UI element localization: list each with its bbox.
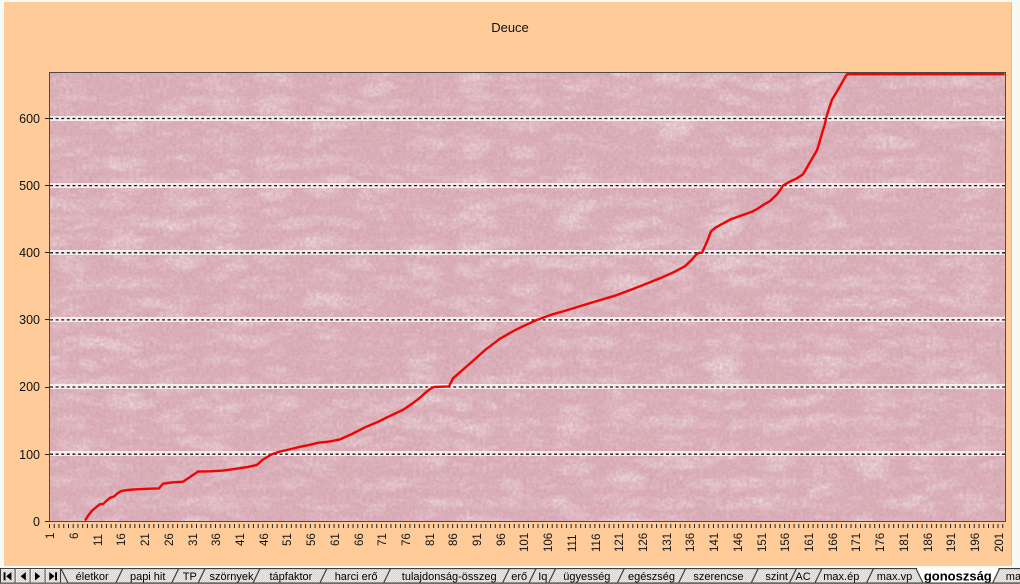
svg-text:TP: TP	[183, 571, 197, 583]
svg-text:szerencse: szerencse	[693, 571, 743, 583]
svg-text:gonoszság: gonoszság	[924, 568, 992, 583]
svg-text:ügyesség: ügyesség	[563, 571, 610, 583]
svg-text:életkor: életkor	[76, 571, 109, 583]
svg-text:harci erő: harci erő	[335, 571, 378, 583]
svg-text:erő: erő	[511, 571, 527, 583]
svg-text:szörnyek: szörnyek	[209, 571, 254, 583]
svg-text:max.ép: max.ép	[823, 571, 859, 583]
svg-text:Iq: Iq	[538, 571, 547, 583]
svg-text:tápfaktor: tápfaktor	[269, 571, 312, 583]
svg-text:papi hit: papi hit	[130, 571, 165, 583]
svg-text:AC: AC	[795, 571, 810, 583]
svg-text:tulajdonság-összeg: tulajdonság-összeg	[402, 571, 497, 583]
svg-text:max.vp: max.vp	[877, 571, 912, 583]
svg-text:egészség: egészség	[628, 571, 675, 583]
svg-text:szint: szint	[765, 571, 788, 583]
svg-text:max.tp: max.tp	[1006, 571, 1020, 583]
